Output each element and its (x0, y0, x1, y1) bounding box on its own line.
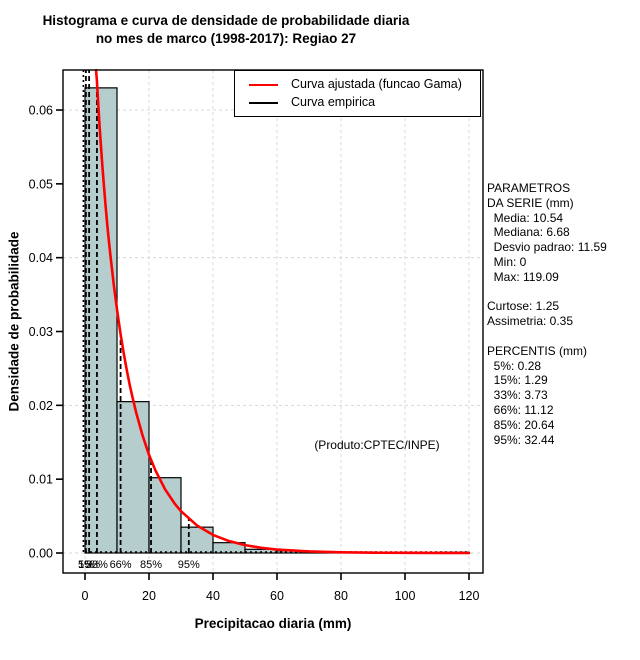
y-tick-label: 0.02 (29, 399, 53, 413)
percentile-label: 33% (86, 559, 108, 571)
y-tick-label: 0.01 (29, 473, 53, 487)
histogram-bar (116, 401, 150, 554)
y-axis: 0.00 0.01 0.02 0.03 0.04 0.05 0.06 (29, 104, 63, 561)
legend-label-gamma: Curva ajustada (funcao Gama) (291, 77, 462, 91)
y-tick-label: 0.03 (29, 325, 53, 339)
legend-item-empirical: Curva empirica (249, 95, 480, 110)
black-line-swatch-icon (249, 101, 278, 104)
x-tick-label: 60 (270, 589, 284, 603)
red-line-swatch-icon (249, 83, 278, 86)
chart-title: Histograma e curva de densidade de proba… (0, 12, 452, 48)
product-note: (Produto:CPTEC/INPE) (314, 438, 440, 452)
y-tick-label: 0.06 (29, 104, 53, 118)
percentile-label: 85% (140, 559, 162, 571)
legend-label-empirical: Curva empirica (291, 95, 376, 109)
percentile-labels: 5%15%33% 66% 85% 95% (78, 559, 200, 571)
x-tick-label: 80 (334, 589, 348, 603)
x-tick-label: 40 (206, 589, 220, 603)
percentile-label: 95% (178, 559, 200, 571)
histogram-bar (212, 542, 246, 554)
percentile-label: 66% (110, 559, 132, 571)
x-tick-label: 100 (395, 589, 416, 603)
y-tick-label: 0.00 (29, 547, 53, 561)
y-axis-title: Densidade de probabilidade (6, 231, 22, 412)
chart-title-line2: no mes de marco (1998-2017): Regiao 27 (95, 31, 357, 46)
legend-item-gamma: Curva ajustada (funcao Gama) (249, 77, 480, 92)
x-tick-label: 20 (142, 589, 156, 603)
series-parameters-panel: PARAMETROS DA SERIE (mm) Media: 10.54 Me… (487, 181, 607, 447)
x-axis: 0 20 40 60 80 100 120 (82, 573, 480, 603)
legend: Curva ajustada (funcao Gama) Curva empir… (234, 70, 481, 117)
y-tick-label: 0.04 (29, 251, 53, 265)
y-tick-label: 0.05 (29, 177, 53, 191)
percentile-lines (84, 70, 190, 553)
chart-title-line1: Histograma e curva de densidade de proba… (42, 13, 410, 28)
percentile-label: 15% (78, 559, 100, 571)
histogram-bars (84, 87, 470, 554)
x-axis-title: Precipitacao diaria (mm) (194, 616, 352, 631)
percentile-label: 5% (78, 559, 94, 571)
gamma-curve (94, 68, 471, 555)
x-tick-label: 120 (459, 589, 480, 603)
histogram-bar (84, 87, 118, 554)
x-tick-label: 0 (82, 589, 89, 603)
